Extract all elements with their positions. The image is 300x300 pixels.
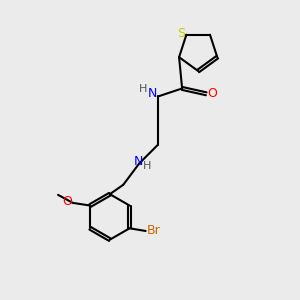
Text: S: S xyxy=(178,27,186,40)
Text: H: H xyxy=(139,84,148,94)
Text: O: O xyxy=(207,87,217,100)
Text: O: O xyxy=(62,195,72,208)
Text: N: N xyxy=(133,155,142,168)
Text: H: H xyxy=(142,161,151,171)
Text: N: N xyxy=(148,87,157,100)
Text: Br: Br xyxy=(147,224,160,238)
